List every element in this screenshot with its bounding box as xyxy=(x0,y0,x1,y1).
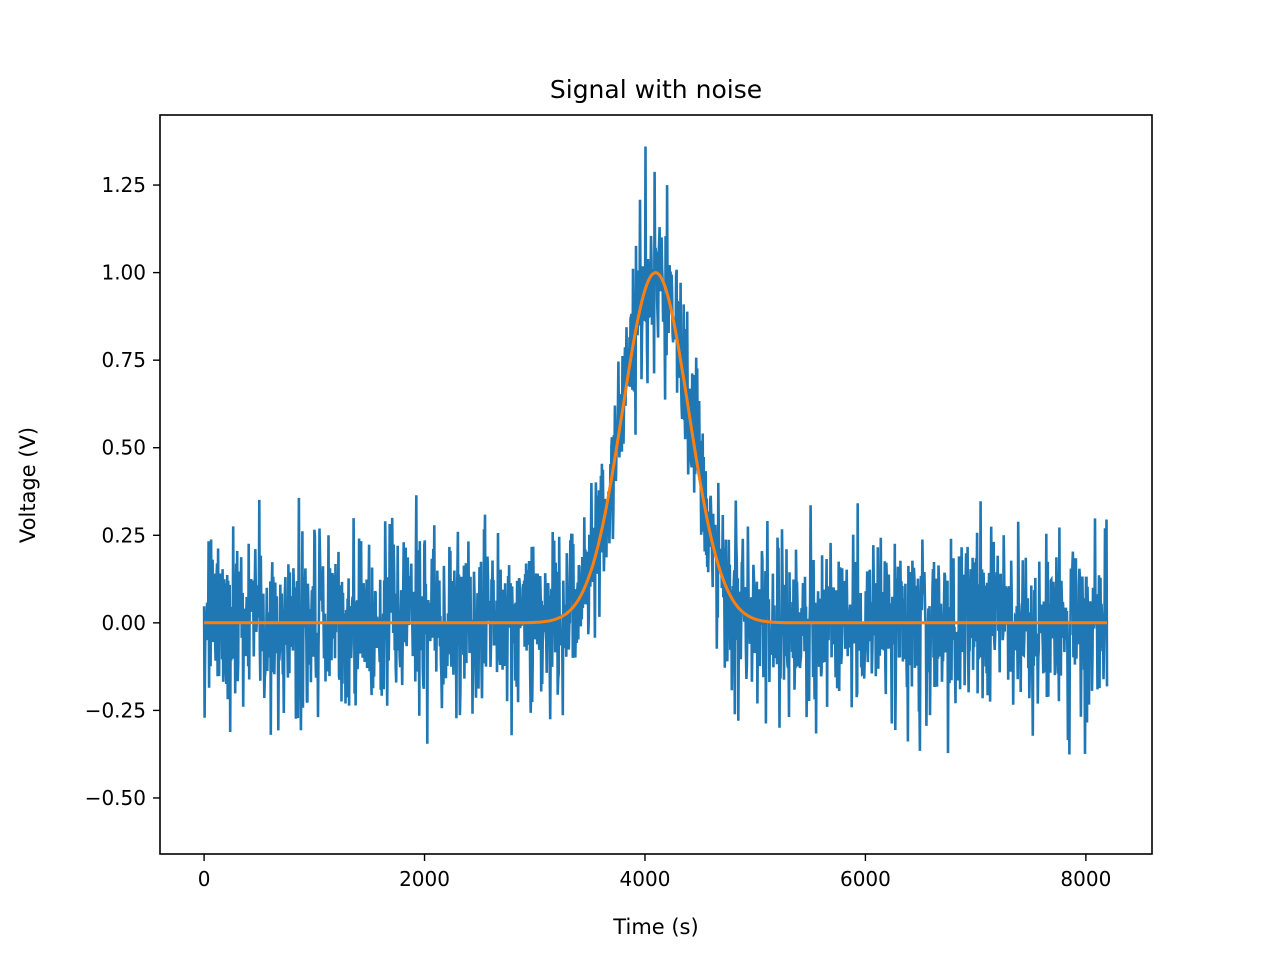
y-tick-label: 0.25 xyxy=(101,523,146,547)
y-tick-label: 0.50 xyxy=(101,436,146,460)
plot-area xyxy=(202,146,1109,755)
x-tick-label: 0 xyxy=(198,867,211,891)
x-tick-label: 6000 xyxy=(840,867,891,891)
y-tick-label: −0.25 xyxy=(85,698,146,722)
series-clean-gaussian xyxy=(204,271,1107,625)
x-tick-label: 2000 xyxy=(399,867,450,891)
y-axis: −0.50 −0.25 0.00 0.25 0.50 0.75 1.00 1.25 xyxy=(85,173,160,810)
x-axis-label: Time (s) xyxy=(612,915,698,939)
x-tick-label: 4000 xyxy=(620,867,671,891)
x-axis: 0 2000 4000 6000 8000 xyxy=(198,854,1111,891)
series-noisy-signal xyxy=(202,146,1109,755)
x-tick-label: 8000 xyxy=(1060,867,1111,891)
y-tick-label: 1.25 xyxy=(101,173,146,197)
y-tick-label: −0.50 xyxy=(85,786,146,810)
y-axis-label: Voltage (V) xyxy=(16,427,40,543)
y-tick-label: 1.00 xyxy=(101,261,146,285)
axes-frame xyxy=(159,114,1153,855)
chart-title: Signal with noise xyxy=(550,75,762,104)
y-tick-label: 0.75 xyxy=(101,348,146,372)
y-tick-label: 0.00 xyxy=(101,611,146,635)
